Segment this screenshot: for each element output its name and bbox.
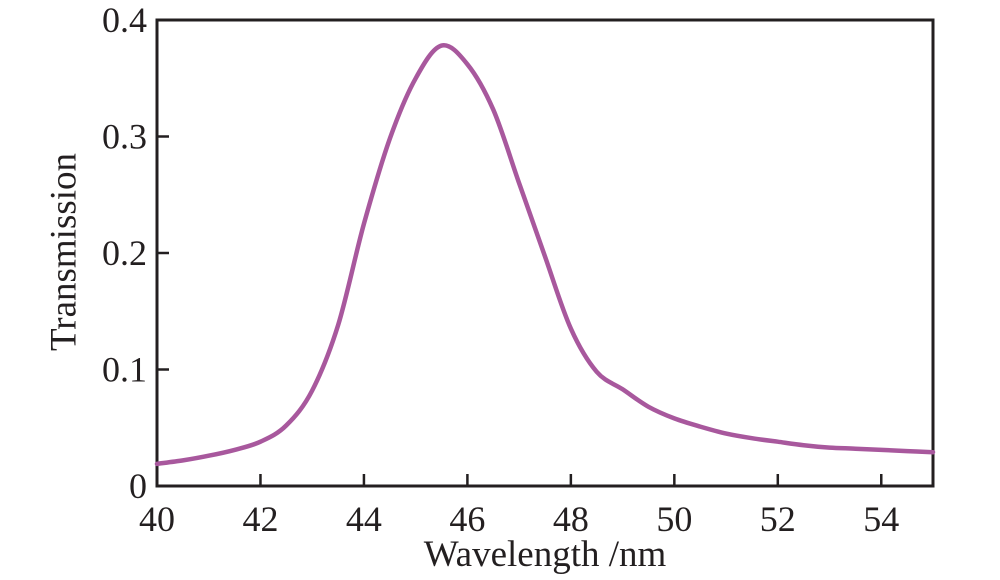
- x-tick-label: 50: [656, 499, 692, 539]
- x-tick-label: 44: [346, 499, 382, 539]
- x-tick-label: 40: [139, 499, 175, 539]
- x-tick-label: 52: [760, 499, 796, 539]
- y-tick-label: 0.2: [102, 233, 147, 273]
- x-tick-label: 54: [863, 499, 899, 539]
- y-tick-label: 0.4: [102, 0, 147, 40]
- y-tick-label: 0.1: [102, 350, 147, 390]
- x-tick-label: 46: [449, 499, 485, 539]
- plot-frame: [155, 18, 935, 488]
- x-tick-label: 48: [553, 499, 589, 539]
- y-axis-title: Transmission: [43, 152, 85, 352]
- y-tick-label: 0: [129, 466, 147, 506]
- x-axis-title: Wavelength /nm: [423, 534, 667, 575]
- y-tick-label: 0.3: [102, 117, 147, 157]
- transmission-curve: [154, 43, 936, 467]
- x-tick-label: 42: [242, 499, 278, 539]
